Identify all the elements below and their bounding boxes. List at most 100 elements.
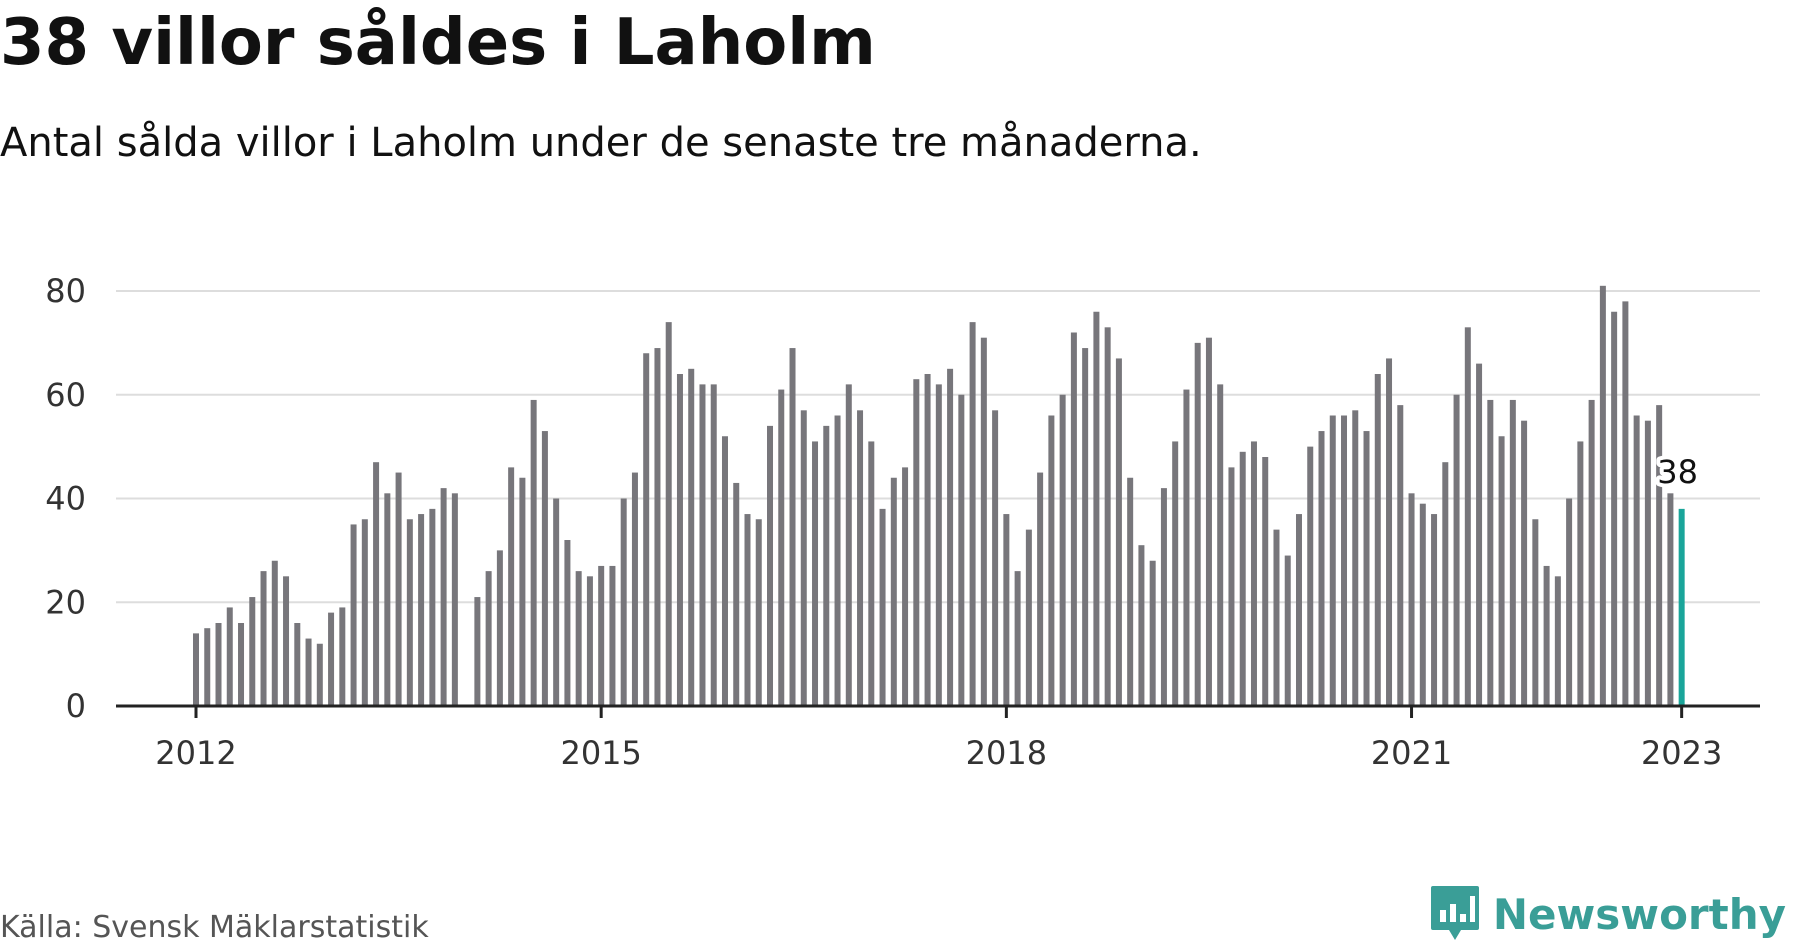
bar: [1667, 493, 1674, 706]
bar: [1115, 358, 1122, 706]
bar: [834, 415, 841, 706]
bar: [913, 379, 920, 706]
bar: [305, 638, 312, 706]
bar: [1374, 374, 1381, 706]
bar: [1566, 498, 1573, 706]
bar: [350, 524, 357, 706]
bar: [1622, 301, 1629, 706]
bar: [1295, 514, 1302, 706]
bar: [249, 597, 256, 706]
bar: [845, 384, 852, 706]
source-note: Källa: Svensk Mäklarstatistik: [0, 910, 429, 945]
bar: [429, 508, 436, 706]
bar: [1138, 545, 1145, 706]
bar: [1070, 332, 1077, 706]
bar: [1183, 389, 1190, 706]
bar: [496, 550, 503, 706]
bar: [1093, 311, 1100, 706]
bar: [283, 576, 290, 706]
bar: [1498, 436, 1505, 706]
bar: [1577, 441, 1584, 706]
bar: [384, 493, 391, 706]
bar: [1386, 358, 1393, 706]
bar: [1307, 446, 1314, 706]
bar: [665, 322, 672, 706]
y-tick-label: 20: [45, 583, 86, 621]
bar: [1014, 571, 1021, 706]
bar: [744, 514, 751, 706]
bar: [980, 337, 987, 706]
bar: [1228, 467, 1235, 706]
brand-logo: Newsworthy: [1429, 884, 1786, 944]
x-tick-label: 2021: [1371, 734, 1452, 772]
bar: [643, 353, 650, 706]
x-tick-label: 2023: [1641, 734, 1722, 772]
bar: [316, 643, 323, 706]
bar: [553, 498, 560, 706]
bar: [564, 540, 571, 706]
bar: [406, 519, 413, 706]
bar: [733, 482, 740, 706]
bar: [1250, 441, 1257, 706]
bar: [868, 441, 875, 706]
bar: [598, 565, 605, 706]
bar: [958, 394, 965, 706]
bar: [1543, 565, 1550, 706]
data-label: 38: [1657, 453, 1698, 491]
bar: [800, 410, 807, 706]
bar: [1656, 405, 1663, 706]
bar: [294, 623, 301, 706]
bar: [1453, 394, 1460, 706]
y-tick-label: 0: [66, 687, 86, 725]
bar: [451, 493, 458, 706]
bar: [1048, 415, 1055, 706]
bar: [688, 368, 695, 706]
bar: [902, 467, 909, 706]
x-tick-label: 2018: [966, 734, 1047, 772]
bar: [1217, 384, 1224, 706]
bar: [1599, 285, 1606, 706]
bar: [812, 441, 819, 706]
bar: [890, 477, 897, 706]
bar: [1487, 399, 1494, 706]
bar: [1431, 514, 1438, 706]
bar: [1442, 462, 1449, 706]
bar: [339, 607, 346, 706]
bar: [778, 389, 785, 706]
bar: [654, 348, 661, 706]
bar: [418, 514, 425, 706]
bar: [260, 571, 267, 706]
newsworthy-icon: [1430, 886, 1479, 940]
bar: [1352, 410, 1359, 706]
bar: [1397, 405, 1404, 706]
bar: [586, 576, 593, 706]
bar: [992, 410, 999, 706]
bar: [1363, 431, 1370, 706]
bar: [1554, 576, 1561, 706]
bar: [767, 425, 774, 706]
bar: [1025, 529, 1032, 706]
bar: [947, 368, 954, 706]
bar: [238, 623, 245, 706]
bar: [969, 322, 976, 706]
bar: [1464, 327, 1471, 706]
bar: [193, 633, 199, 706]
bar: [1521, 420, 1528, 706]
bar: [1532, 519, 1539, 706]
bar: [395, 472, 402, 706]
bar: [474, 597, 481, 706]
bar: [1408, 493, 1415, 706]
bar: [823, 425, 830, 706]
bar: [1172, 441, 1179, 706]
bar: [1419, 503, 1426, 706]
data-label-halo: 38: [1657, 453, 1698, 491]
bar: [1205, 337, 1212, 706]
bar: [710, 384, 717, 706]
bar: [226, 607, 233, 706]
bar: [1003, 514, 1010, 706]
bar: [755, 519, 762, 706]
bar: [1341, 415, 1348, 706]
bar: [1284, 555, 1291, 706]
bar: [620, 498, 627, 706]
